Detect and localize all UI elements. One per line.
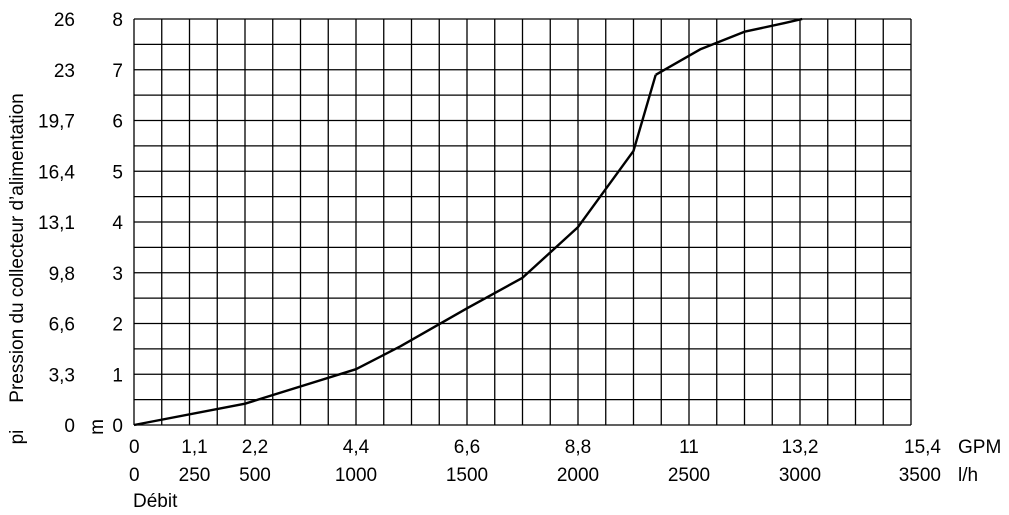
x-tick-label-gpm: 0 — [129, 437, 140, 458]
x-tick-label-lh: 2000 — [557, 465, 599, 486]
x-tick-label-lh: 3500 — [899, 465, 941, 486]
y-tick-label-m: 2 — [112, 315, 123, 336]
series-line — [655, 17, 803, 76]
x-tick-label-lh: 0 — [129, 465, 140, 486]
y-unit-m: m — [87, 419, 108, 435]
x-tick-label-gpm: 11 — [679, 437, 699, 458]
x-tick-label-gpm: 4,4 — [343, 437, 370, 458]
x-tick-label-gpm: 8,8 — [565, 437, 591, 458]
x-tick-label-lh: 3000 — [779, 465, 821, 486]
y-tick-label-m: 8 — [112, 10, 123, 31]
y-tick-label-pi: 0 — [64, 416, 75, 437]
series-line — [133, 74, 657, 427]
x-axis-title: Débit — [133, 491, 178, 512]
x-tick-label-gpm: 13,2 — [782, 437, 819, 458]
x-tick-label-lh: 1000 — [335, 465, 377, 486]
y-tick-label-pi: 19,7 — [38, 112, 75, 133]
y-tick-label-m: 0 — [112, 416, 123, 437]
curve-layer — [133, 17, 803, 427]
y-tick-label-pi: 13,1 — [38, 213, 75, 234]
y-unit-pi: pi — [7, 430, 28, 445]
x-unit-lh: l/h — [958, 465, 978, 486]
y-tick-label-pi: 26 — [54, 10, 75, 31]
y-axis-title: Pression du collecteur d’alimentation — [7, 93, 28, 402]
x-tick-label-lh: 2500 — [668, 465, 710, 486]
y-tick-label-m: 7 — [112, 61, 123, 82]
grid — [133, 18, 912, 426]
y-tick-label-pi: 3,3 — [49, 365, 75, 386]
x-tick-label-lh: 1500 — [446, 465, 488, 486]
x-tick-label-gpm: 2,2 — [242, 437, 268, 458]
x-tick-label-gpm: 1,1 — [181, 437, 207, 458]
y-tick-label-m: 3 — [112, 264, 123, 285]
y-tick-label-pi: 23 — [54, 61, 75, 82]
y-tick-label-pi: 6,6 — [49, 315, 75, 336]
x-tick-label-lh: 250 — [179, 465, 211, 486]
x-unit-gpm: GPM — [958, 437, 1001, 458]
x-tick-label-gpm: 15,4 — [904, 437, 941, 458]
y-tick-label-pi: 16,4 — [38, 162, 75, 183]
y-tick-label-m: 6 — [112, 112, 123, 133]
x-tick-label-lh: 500 — [239, 465, 271, 486]
y-tick-label-pi: 9,8 — [49, 264, 75, 285]
y-tick-label-m: 1 — [112, 365, 123, 386]
y-tick-label-m: 4 — [112, 213, 123, 234]
y-tick-label-m: 5 — [112, 162, 123, 183]
x-tick-label-gpm: 6,6 — [454, 437, 480, 458]
